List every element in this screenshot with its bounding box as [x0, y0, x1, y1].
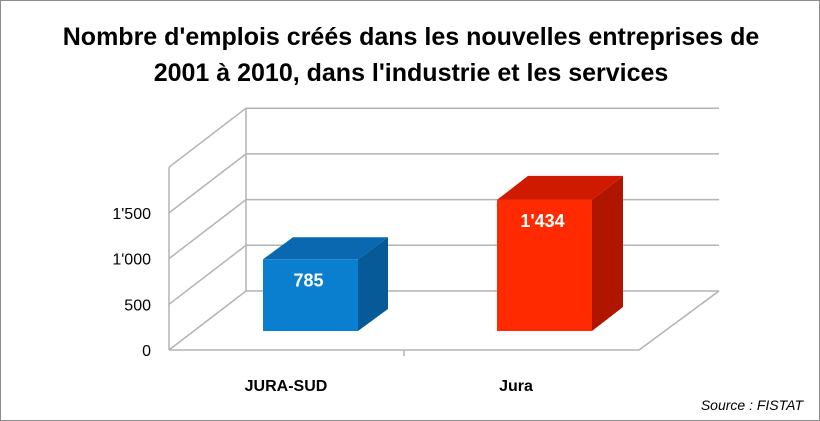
category-label: Jura [499, 378, 533, 395]
data-label: 1'434 [520, 211, 564, 231]
gridline [168, 290, 719, 351]
gridline [168, 198, 719, 260]
bar-side [592, 175, 623, 331]
y-tick-label: 500 [124, 297, 151, 314]
bars [263, 175, 623, 331]
gridlines [168, 107, 719, 351]
gridline [168, 153, 719, 214]
bar-top [497, 175, 623, 200]
category-label: JURA-SUD [245, 378, 328, 395]
bar-top [263, 237, 388, 260]
source-note: Source : FISTAT [700, 397, 803, 413]
bar-front [263, 259, 358, 331]
bar-front [497, 199, 592, 331]
data-label: 785 [293, 270, 323, 290]
gridline [168, 244, 719, 305]
y-tick-label: 1'000 [112, 252, 151, 269]
bar [497, 175, 623, 331]
bar-side [358, 237, 388, 331]
floor-edge [169, 290, 720, 351]
chart-title: Nombre d'emplois créés dans les nouvelle… [62, 23, 760, 87]
y-tick-label: 1'500 [112, 206, 151, 223]
labels: 785 JURA-SUD 1'434 Jura [245, 211, 565, 395]
bar [263, 237, 388, 331]
y-tick-label: 0 [142, 343, 151, 360]
y-axis: 0 500 1'000 1'500 [112, 108, 720, 360]
gridline [168, 107, 719, 168]
